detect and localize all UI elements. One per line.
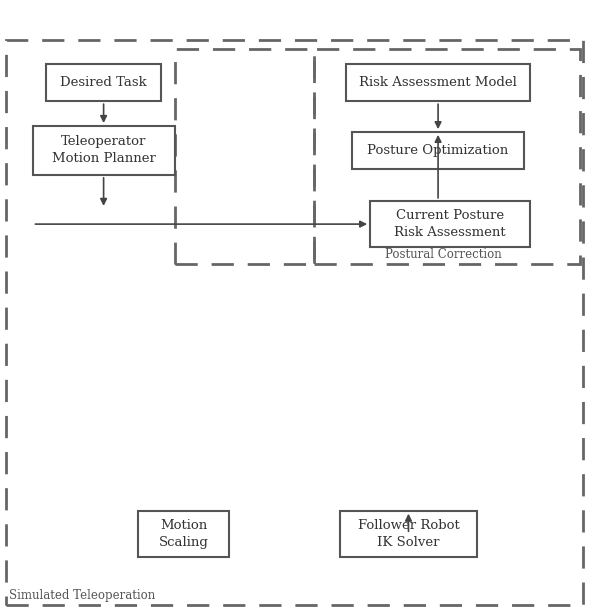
Bar: [33, 126, 175, 175]
Bar: [137, 511, 229, 558]
Bar: [370, 201, 530, 247]
Text: Risk Assessment Model: Risk Assessment Model: [359, 76, 517, 90]
Bar: [340, 511, 477, 558]
Bar: [352, 132, 524, 169]
Text: Teleoperator
Motion Planner: Teleoperator Motion Planner: [52, 136, 156, 165]
Text: Posture Optimization: Posture Optimization: [368, 144, 509, 157]
Text: Postural Correction: Postural Correction: [385, 248, 501, 261]
Bar: [175, 49, 314, 264]
Text: Motion
Scaling: Motion Scaling: [159, 519, 208, 549]
Bar: [314, 49, 580, 264]
Bar: [346, 64, 530, 101]
Text: Desired Task: Desired Task: [60, 76, 147, 90]
Text: Follower Robot
IK Solver: Follower Robot IK Solver: [358, 519, 459, 549]
Text: Simulated Teleoperation: Simulated Teleoperation: [9, 589, 155, 602]
Bar: [46, 64, 161, 101]
Text: Current Posture
Risk Assessment: Current Posture Risk Assessment: [394, 209, 506, 239]
